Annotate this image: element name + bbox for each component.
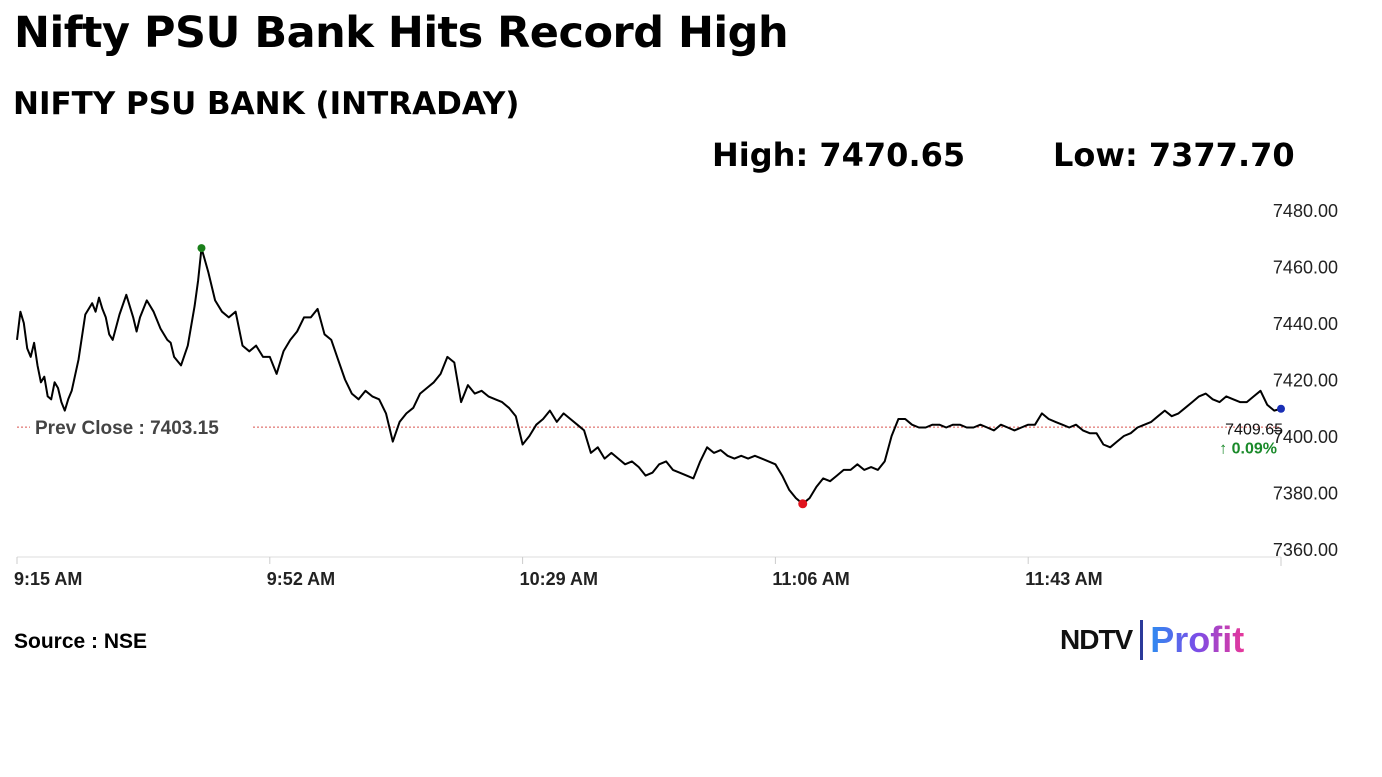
x-tick-label: 10:29 AM bbox=[520, 569, 598, 589]
low-marker bbox=[798, 499, 808, 509]
y-tick-label: 7360.00 bbox=[1273, 540, 1338, 560]
x-tick-label: 9:52 AM bbox=[267, 569, 335, 589]
high-value: High: 7470.65 bbox=[712, 136, 966, 174]
x-tick-label: 11:43 AM bbox=[1025, 569, 1102, 589]
intraday-line-chart: 7480.00 7460.00 7440.00 7420.00 7400.00 7380.… bbox=[14, 201, 1338, 589]
y-tick-label: 7460.00 bbox=[1273, 258, 1338, 278]
low-value: Low: 7377.70 bbox=[1053, 136, 1295, 174]
ndtv-profit-logo: NDTV Profit bbox=[1060, 618, 1244, 662]
prev-close-label: Prev Close : 7403.15 bbox=[35, 418, 219, 439]
chart-title: NIFTY PSU BANK (INTRADAY) bbox=[13, 86, 520, 122]
logo-divider bbox=[1140, 620, 1144, 660]
x-tick-label: 11:06 AM bbox=[772, 569, 849, 589]
x-tick-label: 9:15 AM bbox=[14, 569, 82, 589]
price-line bbox=[16, 247, 1282, 505]
y-tick-label: 7480.00 bbox=[1273, 201, 1338, 221]
headline: Nifty PSU Bank Hits Record High bbox=[14, 8, 789, 58]
last-price-marker bbox=[1277, 404, 1285, 413]
last-price-label: 7409.65 bbox=[1225, 422, 1283, 439]
prev-close-label-bg bbox=[30, 415, 252, 440]
logo-ndtv-text: NDTV bbox=[1060, 624, 1133, 655]
high-marker bbox=[197, 244, 206, 253]
y-tick-label: 7420.00 bbox=[1273, 371, 1338, 391]
x-axis: 9:15 AM 9:52 AM 10:29 AM 11:06 AM 11:43 AM bbox=[14, 556, 1282, 589]
source-note: Source : NSE bbox=[14, 630, 148, 653]
y-tick-label: 7440.00 bbox=[1273, 314, 1338, 334]
y-tick-label: 7380.00 bbox=[1273, 484, 1338, 504]
logo-profit-text: Profit bbox=[1150, 619, 1245, 660]
change-percent-label: ↑ 0.09% bbox=[1219, 441, 1277, 458]
y-tick-label: 7400.00 bbox=[1273, 427, 1338, 447]
y-axis: 7480.00 7460.00 7440.00 7420.00 7400.00 7380.… bbox=[1273, 201, 1338, 560]
